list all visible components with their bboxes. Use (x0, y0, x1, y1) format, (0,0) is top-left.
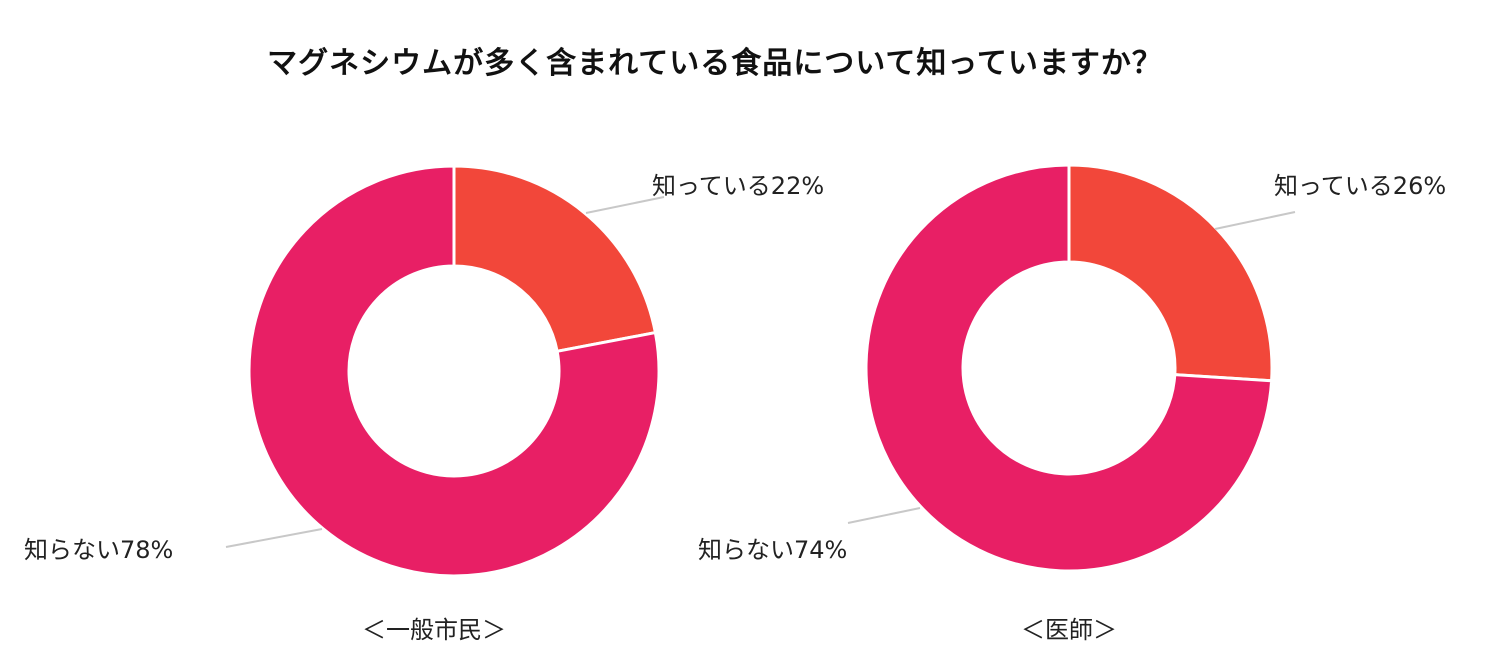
donut-chart-1: 知っている22% 知らない78% ＜一般市民＞ (24, 164, 824, 644)
leader-line (585, 196, 665, 214)
leader-line (225, 528, 323, 548)
slice-dont-know (247, 164, 661, 578)
slice-know (1067, 163, 1274, 383)
chart-title: マグネシウムが多く含まれている食品について知っていますか？ (267, 46, 1163, 81)
leader-line (1214, 211, 1296, 230)
leader-line (847, 507, 921, 524)
slice-know (452, 164, 658, 354)
slice-label: 知らない78% (24, 536, 173, 564)
slice-dont-know (864, 163, 1274, 573)
slice-label: 知っている26% (1274, 172, 1446, 200)
donut-chart-2: 知っている26% 知らない74% ＜医師＞ (698, 163, 1446, 644)
group-label: ＜医師＞ (1021, 616, 1117, 644)
slice-label: 知っている22% (652, 172, 824, 200)
group-label: ＜一般市民＞ (362, 616, 506, 644)
slice-label: 知らない74% (698, 536, 847, 564)
